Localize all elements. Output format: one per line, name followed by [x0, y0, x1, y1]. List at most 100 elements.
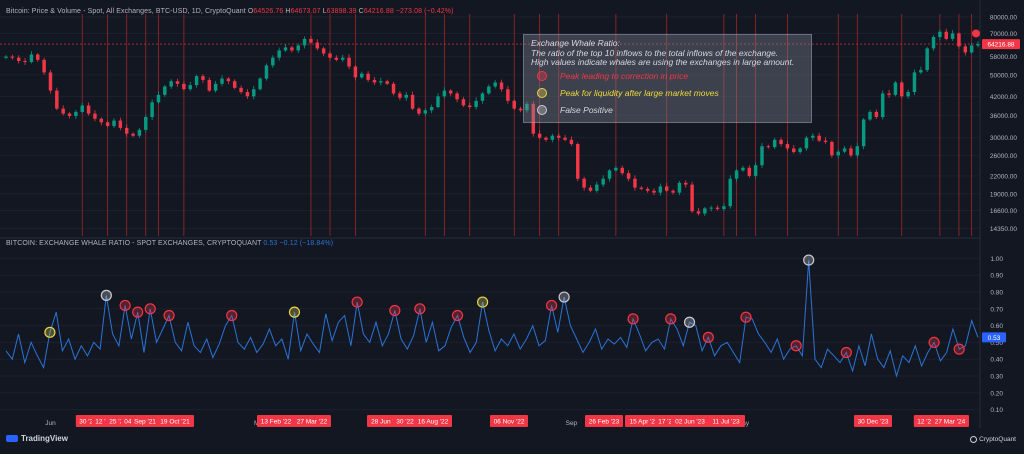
candle-body [360, 73, 364, 78]
candle-body [792, 148, 796, 153]
candle-body [226, 78, 231, 82]
candle-body [391, 83, 396, 94]
candle-body [207, 79, 212, 91]
price-axis-label: 14350.00 [990, 226, 1017, 233]
candle-body [379, 81, 383, 83]
date-tag: 27 Mar '24 [935, 419, 966, 426]
price-axis-label: 70000.00 [990, 31, 1017, 38]
candle-body [677, 182, 682, 193]
gray-circle-icon [537, 105, 547, 115]
tradingview-logo[interactable]: TradingView [6, 434, 68, 443]
candle-body [518, 108, 523, 111]
candle-body [16, 57, 21, 61]
date-tag: 17 '23 [658, 419, 676, 426]
candle-body [194, 76, 199, 86]
legend-description-2: High values indicate whales are using th… [531, 57, 795, 67]
price-candles [4, 28, 980, 217]
date-tag-bg [931, 415, 969, 427]
price-axis-label: 16600.00 [990, 208, 1017, 215]
date-tag: 30 '22 [396, 419, 414, 426]
false-positive-marker [803, 254, 815, 266]
legend-item-liquidity: Peak for liquidity after large market mo… [560, 88, 719, 98]
date-tag-bg [293, 415, 331, 427]
correction-peak-marker [545, 299, 558, 312]
false-positive-marker [558, 291, 570, 303]
candle-body [283, 47, 288, 51]
candle-body [86, 105, 91, 114]
whale-ratio-series [5, 260, 979, 378]
candle-body [576, 144, 580, 179]
correction-peak-marker [953, 343, 965, 355]
candle-body [950, 33, 955, 39]
low-label: L [322, 8, 327, 15]
candle-body [182, 83, 186, 90]
tradingview-icon [6, 435, 18, 443]
date-tag-bg [392, 415, 418, 427]
cryptoquant-icon [970, 436, 978, 443]
date-tag: 15 Apr '23 [629, 419, 658, 426]
candle-body [931, 37, 936, 49]
candle-body [353, 66, 358, 78]
candle-body [664, 186, 669, 191]
correction-peak-marker [226, 309, 238, 322]
price-chart-header: Bitcoin: Price & Volume - Spot, All Exch… [6, 8, 454, 15]
legend-title: Exchange Whale Ratio: [531, 38, 620, 48]
liquidity-peak-marker [44, 326, 56, 338]
candle-body [563, 137, 567, 140]
legend-item-false-positive: False Positive [560, 105, 613, 115]
date-tag: 06 Nov '22 [494, 419, 525, 426]
candle-body [855, 146, 860, 156]
candle-body [334, 57, 339, 60]
candle-body [150, 102, 154, 118]
ratio-badge-bg [982, 332, 1006, 343]
correction-peak-marker [840, 346, 852, 359]
candle-body [537, 133, 542, 138]
candle-body [633, 178, 637, 188]
candle-body [969, 45, 974, 53]
price-axis-label: 30000.00 [990, 135, 1017, 142]
close-label: C [358, 8, 364, 15]
candle-body [112, 120, 116, 127]
candle-body [734, 170, 739, 179]
candle-body [105, 122, 110, 127]
legend-item-correction: Peak leading to correction in price [560, 71, 689, 81]
yellow-circle-icon [537, 88, 547, 98]
candle-body [124, 127, 129, 134]
candle-body [817, 135, 821, 141]
candle-body [893, 82, 898, 95]
candle-body [607, 170, 612, 179]
candle-body [703, 208, 707, 214]
tradingview-label: TradingView [21, 434, 68, 443]
date-tag: 12 '21 [95, 419, 113, 426]
false-positive-marker [683, 316, 696, 328]
high-label: H [285, 8, 291, 15]
candle-body [404, 94, 408, 98]
candle-body [448, 90, 453, 94]
candle-body [347, 57, 351, 67]
date-tag: 30 '21 [79, 419, 97, 426]
candle-body [550, 135, 555, 140]
correction-peak-marker [389, 304, 401, 317]
candle-body [417, 108, 421, 114]
candle-body [296, 45, 300, 51]
price-axis-label: 50000.00 [990, 72, 1017, 79]
candle-body [722, 206, 726, 210]
annotation-legend[interactable]: Exchange Whale Ratio: The ratio of the t… [523, 34, 812, 123]
candle-body [321, 48, 326, 54]
candle-body [760, 146, 764, 166]
candle-body [277, 50, 281, 58]
candle-body [455, 93, 459, 100]
candle-body [131, 133, 135, 136]
date-tag: 28 Jun '22 [371, 419, 401, 426]
date-tag-bg [671, 415, 709, 427]
candle-body [798, 148, 802, 153]
indicator-title[interactable]: BITCOIN: EXCHANGE WHALE RATIO - SPOT EXC… [6, 240, 262, 247]
correction-peak-marker [144, 303, 156, 315]
symbol-title[interactable]: Bitcoin: Price & Volume - Spot, All Exch… [6, 8, 246, 15]
candle-body [747, 167, 752, 176]
candle-body [175, 81, 180, 84]
candle-body [925, 48, 929, 71]
candle-body [80, 105, 84, 112]
